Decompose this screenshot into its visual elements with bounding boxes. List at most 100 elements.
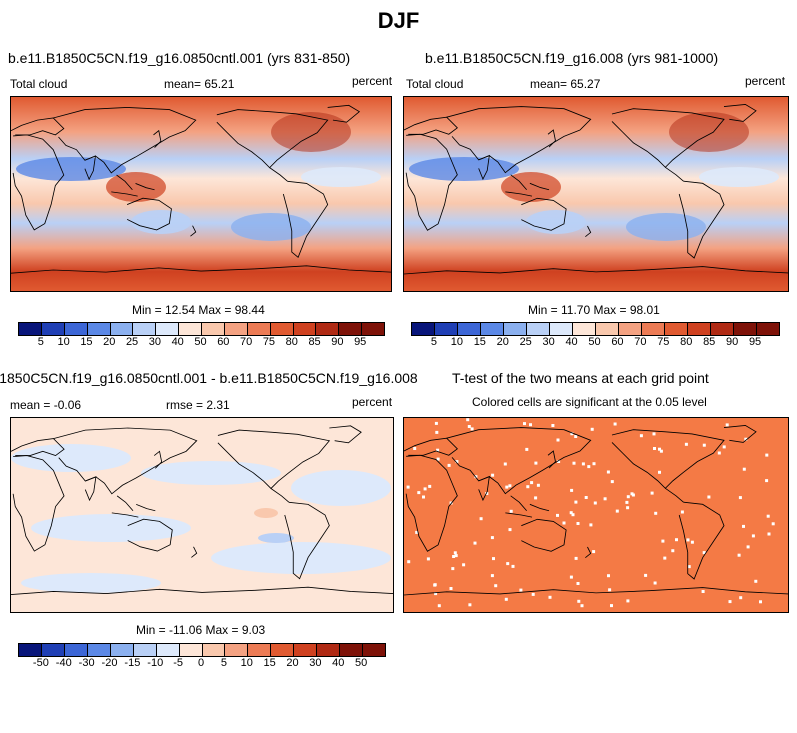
ttest-nonsignificant-cell bbox=[462, 563, 466, 567]
ttest-nonsignificant-cell bbox=[434, 421, 438, 425]
panel1-colorbar-ticks: 5 10 15 20 25 30 40 50 60 70 75 80 85 90 95 bbox=[18, 336, 383, 350]
ttest-nonsignificant-cell bbox=[737, 553, 741, 557]
ttest-nonsignificant-cell bbox=[569, 575, 573, 579]
panel1-colorbar-tick-label: 30 bbox=[148, 336, 161, 348]
panel1-map-svg bbox=[11, 97, 391, 291]
ttest-nonsignificant-cell bbox=[576, 582, 580, 585]
panel2-colorbar-swatch bbox=[412, 323, 435, 335]
panel1-colorbar-tick-label: 40 bbox=[171, 336, 184, 348]
panel3-colorbar-tick-label: 40 bbox=[332, 657, 345, 669]
ttest-nonsignificant-cell bbox=[529, 423, 532, 427]
panel2-colorbar-swatch bbox=[711, 323, 734, 335]
ttest-nonsignificant-cell bbox=[626, 506, 630, 510]
ttest-nonsignificant-cell bbox=[630, 492, 634, 496]
ttest-nonsignificant-cell bbox=[570, 432, 574, 436]
ttest-nonsignificant-cell bbox=[765, 453, 769, 457]
ttest-nonsignificant-cell bbox=[485, 492, 489, 495]
ttest-nonsignificant-cell bbox=[592, 462, 596, 466]
panel2-colorbar-swatch bbox=[481, 323, 504, 335]
ttest-nonsignificant-cell bbox=[613, 422, 617, 426]
panel3-colorbar-tick-label: 20 bbox=[286, 657, 299, 669]
ttest-nonsignificant-cell bbox=[589, 523, 593, 527]
figure-title: DJF bbox=[377, 8, 420, 33]
ttest-nonsignificant-cell bbox=[576, 522, 580, 525]
ttest-nonsignificant-cell bbox=[652, 432, 656, 436]
ttest-nonsignificant-cell bbox=[584, 496, 588, 499]
ttest-nonsignificant-cell bbox=[526, 485, 530, 489]
panel3-title-clip: b.e11.B1850C5CN.f19_g16.0850cntl.001 - b… bbox=[0, 370, 420, 390]
ttest-nonsignificant-cell bbox=[571, 513, 575, 517]
ttest-nonsignificant-cell bbox=[506, 562, 510, 566]
ttest-nonsignificant-cell bbox=[654, 511, 658, 515]
ttest-nonsignificant-cell bbox=[474, 475, 478, 479]
ttest-nonsignificant-cell bbox=[607, 574, 610, 578]
panel3-title: b.e11.B1850C5CN.f19_g16.0850cntl.001 - b… bbox=[0, 370, 418, 386]
panel2-colorbar-tick-label: 95 bbox=[748, 336, 762, 348]
panel2-colorbar-tick-label: 10 bbox=[450, 336, 463, 348]
ttest-nonsignificant-cell bbox=[626, 495, 630, 499]
panel1-title: b.e11.B1850C5CN.f19_g16.0850cntl.001 (yr… bbox=[8, 50, 351, 66]
panel1-colorbar-swatch bbox=[41, 323, 65, 335]
ttest-nonsignificant-cell bbox=[556, 438, 560, 442]
ttest-nonsignificant-cell bbox=[610, 480, 614, 484]
panel3-colorbar-tick-label: 10 bbox=[240, 657, 253, 669]
ttest-nonsignificant-cell bbox=[435, 430, 439, 434]
panel3-colorbar-tick-label: -10 bbox=[147, 657, 164, 669]
ttest-nonsignificant-cell bbox=[523, 422, 526, 426]
ttest-nonsignificant-cell bbox=[707, 495, 711, 499]
panel3-colorbar-tick-label: 50 bbox=[355, 657, 368, 669]
ttest-nonsignificant-cell bbox=[701, 590, 705, 593]
panel1-colorbar-tick-label: 20 bbox=[103, 336, 116, 348]
ttest-nonsignificant-cell bbox=[449, 587, 453, 590]
ttest-nonsignificant-cell bbox=[508, 484, 512, 488]
panel2-colorbar-tick-label: 30 bbox=[542, 336, 555, 348]
panel1-colorbar-swatch bbox=[316, 323, 340, 335]
panel3-colorbar-swatch bbox=[317, 644, 341, 656]
panel3-colorbar-tick-label: -30 bbox=[78, 657, 95, 669]
ttest-nonsignificant-cell bbox=[759, 600, 762, 604]
ttest-nonsignificant-cell bbox=[577, 599, 581, 603]
panel2-colorbar-tick-label: 25 bbox=[519, 336, 532, 348]
panel2-colorbar-swatch bbox=[527, 323, 550, 335]
panel1-colorbar-swatch bbox=[19, 323, 42, 335]
ttest-nonsignificant-cell bbox=[562, 521, 566, 525]
panel4-subtitle: Colored cells are significant at the 0.0… bbox=[472, 395, 707, 409]
panel3-colorbar-swatch bbox=[41, 644, 65, 656]
ttest-nonsignificant-cell bbox=[473, 541, 477, 545]
panel3-colorbar-swatch bbox=[225, 644, 249, 656]
ttest-nonsignificant-cell bbox=[490, 536, 494, 540]
panel1-colorbar-tick-label: 25 bbox=[125, 336, 139, 348]
ttest-nonsignificant-cell bbox=[492, 557, 495, 561]
panel1-variable-label: Total cloud bbox=[10, 77, 68, 91]
panel2-colorbar-tick-label: 75 bbox=[657, 336, 670, 348]
ttest-nonsignificant-cell bbox=[415, 530, 419, 534]
panel2-colorbar-swatch bbox=[458, 323, 481, 335]
ttest-nonsignificant-cell bbox=[574, 435, 578, 438]
ttest-nonsignificant-cell bbox=[739, 596, 743, 600]
ttest-nonsignificant-cell bbox=[751, 534, 755, 538]
panel2-colorbar-swatch bbox=[435, 323, 458, 335]
ttest-nonsignificant-cell bbox=[519, 588, 523, 592]
panel1-colorbar-swatch bbox=[224, 323, 248, 335]
panel1-colorbar-tick-label: 80 bbox=[285, 336, 298, 348]
ttest-nonsignificant-cell bbox=[407, 560, 411, 564]
ttest-nonsignificant-cell bbox=[479, 517, 483, 521]
ttest-nonsignificant-cell bbox=[548, 595, 552, 599]
panel2-colorbar-tick-label: 40 bbox=[565, 336, 578, 348]
ttest-nonsignificant-cell bbox=[680, 510, 684, 514]
panel1-colorbar-swatch bbox=[339, 323, 363, 335]
ttest-nonsignificant-cell bbox=[661, 539, 665, 543]
ttest-nonsignificant-cell bbox=[454, 554, 458, 558]
panel2-colorbar-swatch bbox=[550, 323, 573, 335]
ttest-nonsignificant-cell bbox=[659, 449, 663, 453]
panel2-colorbar-swatch bbox=[642, 323, 665, 335]
panel1-colorbar-tick-label: 75 bbox=[262, 336, 276, 348]
ttest-nonsignificant-cell bbox=[690, 540, 694, 544]
ttest-nonsignificant-cell bbox=[626, 599, 630, 603]
panel3-colorbar-swatch bbox=[110, 644, 134, 656]
ttest-nonsignificant-cell bbox=[754, 579, 758, 583]
panel3-colorbar-swatch bbox=[87, 644, 111, 656]
ttest-nonsignificant-cell bbox=[722, 445, 726, 449]
ttest-nonsignificant-cell bbox=[434, 592, 438, 596]
panel2-colorbar-tick-label: 60 bbox=[611, 336, 624, 348]
